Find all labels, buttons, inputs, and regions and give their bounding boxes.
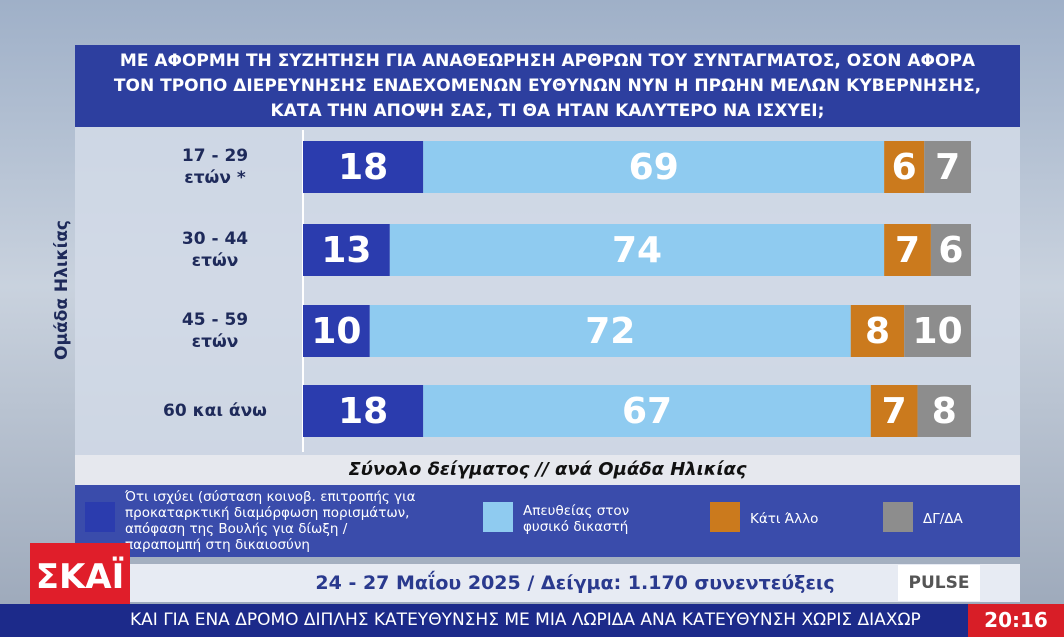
pollster-logo: PULSE (898, 565, 980, 601)
bar-segment (389, 224, 885, 276)
value-label: 18 (338, 391, 388, 432)
value-label: 18 (338, 147, 388, 188)
value-label: 7 (935, 147, 960, 188)
legend-label: ΔΓ/ΔΑ (923, 511, 963, 527)
source-note: 24 - 27 Μαΐου 2025 / Δείγμα: 1.170 συνεν… (130, 564, 1020, 602)
value-label: 6 (892, 147, 917, 188)
value-label: 10 (913, 311, 963, 352)
y-tick-label: 30 - 44 ετών (181, 229, 249, 271)
value-label: 67 (622, 391, 672, 432)
value-label: 7 (882, 391, 907, 432)
bar-segment (303, 141, 424, 193)
value-label: 7 (895, 230, 920, 271)
clock: 20:16 (968, 604, 1064, 637)
title-line: ΤΟΝ ΤΡΟΠΟ ΔΙΕΡΕΥΝΗΣΗΣ ΕΝΔΕΧΟΜΕΝΩΝ ΕΥΘΥΝΩ… (113, 75, 982, 96)
y-tick-label: 45 - 59 ετών (181, 310, 249, 352)
bar-segment (303, 224, 390, 276)
value-label: 6 (938, 230, 963, 271)
y-tick-label: 60 και άνω (163, 401, 267, 421)
title-line: ΜΕ ΑΦΟΡΜΗ ΤΗ ΣΥΖΗΤΗΣΗ ΓΙΑ ΑΝΑΘΕΩΡΗΣΗ ΑΡΘ… (119, 50, 976, 71)
bar-segment (884, 141, 925, 193)
legend: Ότι ισχύει (σύσταση κοινοβ. επιτροπής γι… (75, 485, 1020, 557)
bar-segment (924, 141, 971, 193)
legend-label: Κάτι Άλλο (750, 511, 819, 527)
title-line: ΚΑΤΑ ΤΗΝ ΑΠΟΨΗ ΣΑΣ, ΤΙ ΘΑ ΗΤΑΝ ΚΑΛΥΤΕΡΟ … (270, 100, 825, 121)
value-label: 13 (321, 230, 371, 271)
value-label: 72 (585, 311, 635, 352)
value-label: 8 (932, 391, 957, 432)
bar-segment (930, 224, 971, 276)
value-label: 69 (629, 147, 679, 188)
subtitle: Σύνολο δείγματος // ανά Ομάδα Ηλικίας (75, 455, 1020, 485)
channel-logo: ΣΚΑΪ (30, 543, 130, 611)
value-label: 8 (865, 311, 890, 352)
legend-swatch (883, 502, 913, 532)
title-band: ΜΕ ΑΦΟΡΜΗ ΤΗ ΣΥΖΗΤΗΣΗ ΓΙΑ ΑΝΑΘΕΩΡΗΣΗ ΑΡΘ… (75, 45, 1020, 127)
ticker-text: ΚΑΙ ΓΙΑ ΕΝΑ ΔΡΟΜΟ ΔΙΠΛΗΣ ΚΑΤΕΥΘΥΝΣΗΣ ΜΕ … (130, 610, 921, 630)
bar-segment (369, 305, 851, 357)
y-tick-label: 17 - 29 ετών * (181, 146, 249, 188)
bar-segment (423, 141, 885, 193)
bar-segment (870, 385, 918, 437)
legend-swatch (483, 502, 513, 532)
news-ticker: ΚΑΙ ΓΙΑ ΕΝΑ ΔΡΟΜΟ ΔΙΠΛΗΣ ΚΑΤΕΥΘΥΝΣΗΣ ΜΕ … (0, 604, 1064, 637)
legend-label: Ότι ισχύει (σύσταση κοινοβ. επιτροπής γι… (125, 489, 416, 553)
legend-label: Απευθείας στον φυσικό δικαστή (523, 503, 630, 535)
bar-segment (917, 385, 971, 437)
bar-segment (423, 385, 871, 437)
legend-swatch (85, 502, 115, 532)
legend-swatch (710, 502, 740, 532)
bar-segment (904, 305, 971, 357)
bar-segment (884, 224, 931, 276)
bar-segment (303, 385, 424, 437)
bar-segment (303, 305, 370, 357)
value-label: 10 (311, 311, 361, 352)
bar-segment (850, 305, 905, 357)
value-label: 74 (612, 230, 662, 271)
